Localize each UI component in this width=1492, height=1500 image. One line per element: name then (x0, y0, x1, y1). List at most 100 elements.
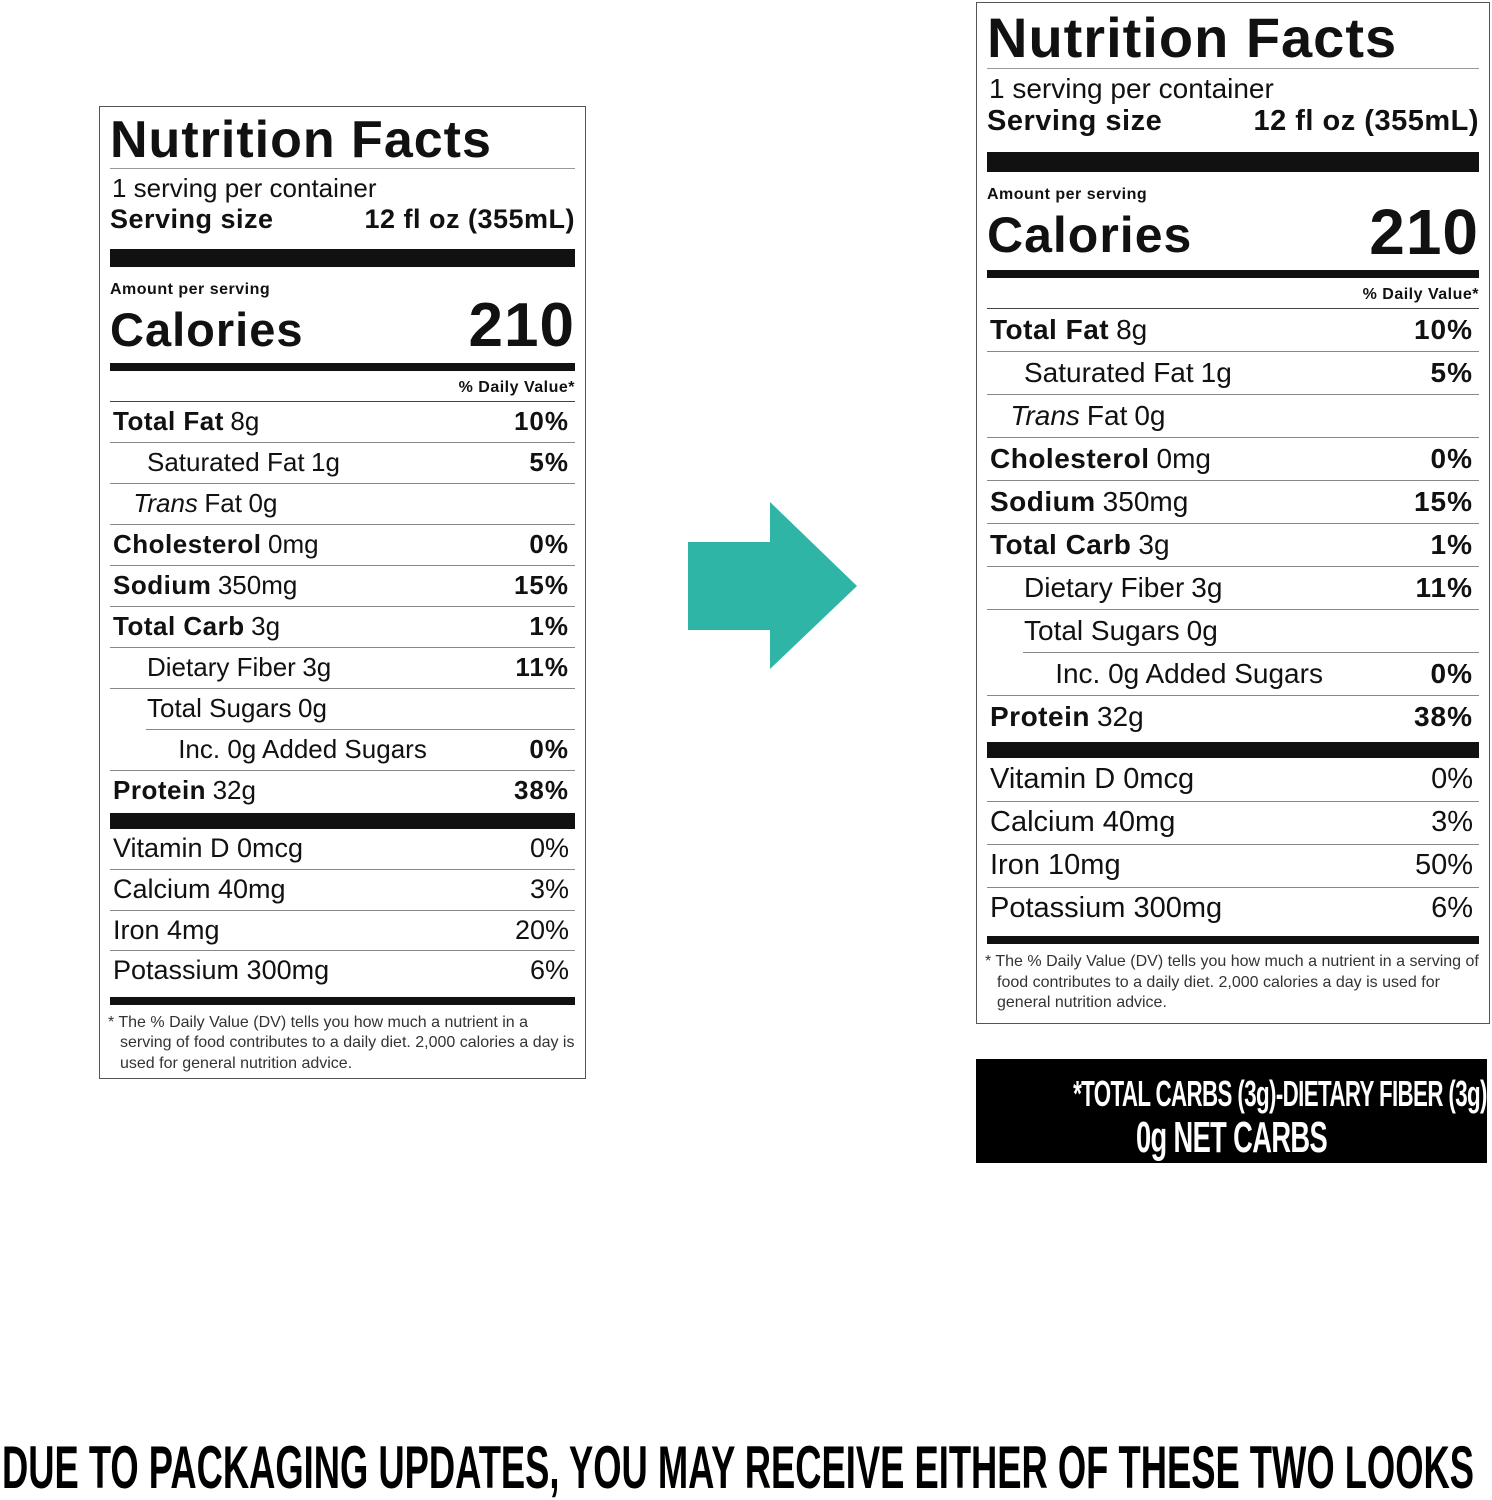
calories: Calories 210 (110, 290, 575, 360)
vitamin-dv: 3% (1431, 806, 1473, 839)
nutrient-amount: 3g (251, 611, 281, 642)
vitamin-name: Potassium 300mg (990, 892, 1223, 925)
nutrient-row: Sodium 350mg 15% (987, 479, 1479, 523)
daily-value: 1% (1430, 528, 1473, 560)
nutrient-row: Total Carb 3g 1% (110, 605, 575, 647)
vitamin-row: Calcium 40mg 3% (987, 800, 1479, 844)
dv-header: % Daily Value* (1362, 285, 1479, 303)
vitamin-dv: 3% (529, 874, 569, 905)
nutrient-name: Total Sugars (147, 693, 292, 724)
nutrient-row: Dietary Fiber 3g 11% (987, 565, 1479, 609)
calories-label: Calories (110, 302, 304, 356)
nutrient-row: Trans Fat 0g (987, 393, 1479, 437)
amount-per-serving: Amount per serving (110, 280, 271, 298)
dv-header: % Daily Value* (458, 378, 575, 396)
nutrient: Inc. 0g Added Sugars (1023, 658, 1323, 690)
nutrient-amount: 3g (302, 652, 332, 683)
nutrient-name: Cholesterol (113, 529, 262, 560)
nutrient-row: Protein 32g 38% (987, 694, 1479, 738)
nutrient-row: Total Carb 3g 1% (987, 522, 1479, 566)
nutrient: Saturated Fat 1g (987, 357, 1232, 389)
nutrient-name: Protein (990, 700, 1090, 732)
nutrient: Inc. 0g Added Sugars (146, 734, 427, 765)
daily-value: 0% (1430, 657, 1473, 689)
vitamin-dv: 20% (514, 914, 569, 945)
nutrient-amount: 0mg (268, 529, 319, 560)
nutrient-amount: 0g (248, 488, 278, 519)
vitamin-row: Vitamin D 0mcg 0% (110, 829, 575, 870)
nutrient: Protein 32g (987, 701, 1144, 733)
nutrient: Dietary Fiber 3g (987, 572, 1222, 604)
vitamin-dv: 6% (529, 955, 569, 986)
nutrient: Total Sugars 0g (110, 693, 327, 724)
nutrient-row: Total Sugars 0g (110, 687, 575, 729)
nutrient: Trans Fat 0g (110, 488, 277, 519)
banner-text: DUE TO PACKAGING UPDATES, YOU MAY RECEIV… (2, 1434, 1474, 1500)
daily-value: 11% (515, 652, 569, 683)
nutrient-name: Dietary Fiber (147, 652, 296, 683)
nutrient-italic: Trans (1010, 399, 1080, 431)
nutrient: Sodium 350mg (987, 486, 1188, 518)
nutrient-name: Cholesterol (990, 442, 1150, 474)
daily-value: 15% (513, 570, 569, 601)
nutrient: Trans Fat 0g (987, 399, 1166, 432)
vitamin-name: Calcium 40mg (113, 874, 286, 905)
vitamin-dv: 50% (1414, 849, 1473, 882)
calories-value: 210 (468, 290, 575, 360)
daily-value: 10% (1413, 313, 1473, 345)
serving-size-value: 12 fl oz (355mL) (364, 203, 575, 234)
nutrient-amount: 350mg (1102, 485, 1189, 517)
servings: 1 serving per container (112, 172, 377, 203)
nutrient-name: Dietary Fiber (1024, 571, 1185, 603)
bar (110, 996, 575, 1005)
calories: Calories 210 (987, 200, 1479, 264)
serving-size-value: 12 fl oz (355mL) (1253, 104, 1479, 137)
nutrient-row: Total Sugars 0g (987, 608, 1479, 652)
thick-bar (110, 812, 575, 829)
vitamin-name: Vitamin D 0mcg (990, 762, 1195, 795)
nutrient-amount: 0mg (1156, 442, 1211, 474)
serving-size-label: Serving size (110, 203, 274, 234)
calories-value: 210 (1369, 195, 1479, 268)
nutrient-amount: 0g (1186, 614, 1218, 646)
nutrient-row: Total Fat 8g 10% (987, 307, 1479, 351)
daily-value: 5% (529, 447, 569, 478)
nutrient-amount: 0g (298, 693, 327, 724)
nutrient-name: Total Sugars (1024, 614, 1180, 646)
nutrient-row: Cholesterol 0mg 0% (987, 436, 1479, 480)
vitamin-row: Calcium 40mg 3% (110, 869, 575, 910)
nutrient-row: Cholesterol 0mg 0% (110, 523, 575, 565)
bar (987, 269, 1479, 278)
nutrient: Cholesterol 0mg (110, 529, 319, 560)
nutrient-name: Sodium (113, 570, 212, 601)
nutrient-name: Saturated Fat (1024, 356, 1194, 388)
daily-value: 1% (529, 611, 569, 642)
vitamin-name: Iron 10mg (990, 849, 1121, 882)
net-carbs-total: 0g NET CARBS (1135, 1113, 1328, 1162)
nutrient-row: Saturated Fat 1g 5% (110, 441, 575, 483)
arrow (688, 502, 857, 669)
vitamin-row: Potassium 300mg 6% (110, 950, 575, 991)
nutrient: Cholesterol 0mg (987, 443, 1211, 475)
nutrient-name: Inc. 0g Added Sugars (1055, 657, 1323, 689)
nutrient-amount: 0g (1134, 399, 1166, 431)
nutrient: Total Fat 8g (987, 314, 1147, 346)
net-carbs-line: *TOTAL CARBS (3g)-DIETARY FIBER (3g)= (1073, 1073, 1492, 1114)
vitamin-row: Iron 4mg 20% (110, 909, 575, 951)
vitamin-row: Potassium 300mg 6% (987, 886, 1479, 930)
daily-value: 38% (1413, 700, 1473, 732)
daily-value: 0% (529, 734, 569, 765)
daily-value: 11% (1415, 571, 1473, 603)
nutrient-name: Total Fat (113, 406, 224, 437)
nutrient: Dietary Fiber 3g (110, 652, 331, 683)
nutrient: Total Carb 3g (110, 611, 280, 642)
label-title: Nutrition Facts (110, 113, 575, 169)
daily-value: 10% (513, 406, 569, 437)
nutrition-label: Nutrition Facts 1 serving per container Se… (99, 106, 586, 1079)
nutrient-row: Protein 32g 38% (110, 769, 575, 811)
nutrient: Total Carb 3g (987, 529, 1170, 561)
nutrient-row: Total Fat 8g 10% (110, 400, 575, 442)
nutrient-row: Inc. 0g Added Sugars 0% (1023, 651, 1479, 695)
nutrient-name: Total Carb (113, 611, 245, 642)
